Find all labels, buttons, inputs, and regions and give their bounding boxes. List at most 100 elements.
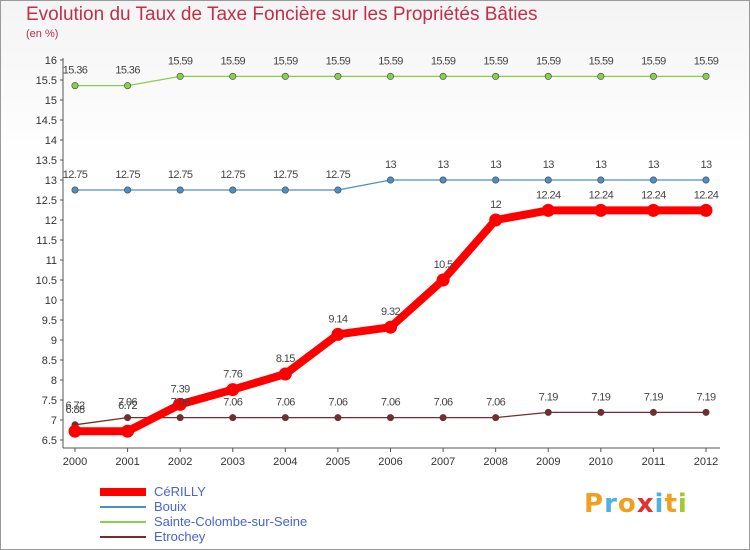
x-tick-label: 2001 [115,456,139,468]
data-label: 12.75 [326,169,351,181]
data-point [281,414,289,422]
data-label: 12.24 [589,189,614,201]
data-point [544,408,552,416]
data-label: 7.06 [381,397,400,409]
data-label: 12.75 [63,169,88,181]
data-point [229,72,237,80]
data-label: 12.75 [115,169,140,181]
logo-letter: i [677,489,688,519]
data-point [71,82,79,90]
data-label: 15.36 [115,65,140,77]
data-point [646,203,660,217]
data-point [331,327,345,341]
data-point [594,203,608,217]
data-point [68,424,82,438]
data-label: 7.19 [644,391,663,403]
data-point [281,72,289,80]
y-tick-label: 10 [45,295,57,307]
legend-swatch [100,506,146,508]
data-point [439,176,447,184]
data-point [229,186,237,194]
data-label: 15.59 [378,55,403,67]
data-point [702,72,710,80]
y-tick-label: 16 [45,55,57,67]
data-point [176,414,184,422]
y-tick-label: 9.5 [42,315,57,327]
y-tick-label: 7 [51,415,57,427]
x-tick-label: 2003 [221,456,245,468]
x-tick-label: 2004 [273,456,297,468]
data-point [699,203,713,217]
data-label: 7.06 [171,397,190,409]
proxiti-logo: Proxiti [584,489,688,519]
data-point [386,414,394,422]
data-point [597,408,605,416]
x-tick-label: 2009 [536,456,560,468]
x-tick-label: 2002 [168,456,192,468]
legend-label: Bouix [154,499,187,514]
y-tick-label: 11 [46,255,57,267]
y-tick-label: 11.5 [36,235,57,247]
data-point [121,424,135,438]
y-tick-label: 8.5 [42,355,57,367]
data-point [386,72,394,80]
data-label: 13 [438,159,450,171]
data-label: 7.39 [171,383,190,395]
y-tick-label: 10.5 [36,275,57,287]
y-tick-label: 13.5 [36,155,57,167]
data-point [702,408,710,416]
data-label: 6.72 [65,400,84,412]
data-point [176,72,184,80]
data-point [492,176,500,184]
x-tick-label: 2005 [326,456,350,468]
data-label: 15.59 [220,55,245,67]
y-tick-label: 13 [45,175,57,187]
data-label: 13 [385,159,397,171]
y-tick-label: 14.5 [36,115,57,127]
data-label: 13 [700,159,712,171]
data-point [649,176,657,184]
data-point [544,72,552,80]
logo-letter: r [604,489,618,519]
data-point [229,414,237,422]
data-label: 6.88 [65,404,84,416]
y-tick-label: 12 [45,215,57,227]
y-tick-label: 8 [51,375,57,387]
data-label: 12.24 [536,189,561,201]
data-point [597,72,605,80]
data-point [541,203,555,217]
data-label: 15.59 [589,55,614,67]
data-point [334,186,342,194]
data-label: 15.59 [483,55,508,67]
y-tick-label: 7.5 [42,395,57,407]
data-label: 7.06 [223,397,242,409]
data-label: 9.14 [328,313,347,325]
data-label: 9.32 [381,306,400,318]
logo-letter: i [654,489,665,519]
data-label: 6.72 [118,400,137,412]
logo-letter: o [617,489,637,519]
data-point [649,408,657,416]
data-label: 15.59 [168,55,193,67]
data-label: 13 [490,159,502,171]
data-point [702,176,710,184]
data-point [597,176,605,184]
data-label: 15.59 [641,55,666,67]
data-label: 15.59 [431,55,456,67]
legend-swatch [100,536,146,538]
x-tick-label: 2012 [694,456,718,468]
data-point [439,414,447,422]
data-label: 15.59 [273,55,298,67]
data-label: 7.19 [696,391,715,403]
logo-letter: P [584,489,605,519]
legend-swatch [100,488,146,496]
y-tick-label: 14 [45,135,57,147]
x-tick-label: 2010 [589,456,613,468]
data-label: 7.06 [486,397,505,409]
x-tick-label: 2006 [378,456,402,468]
data-label: 8.15 [276,353,295,365]
data-label: 7.19 [539,391,558,403]
data-label: 7.06 [328,397,347,409]
